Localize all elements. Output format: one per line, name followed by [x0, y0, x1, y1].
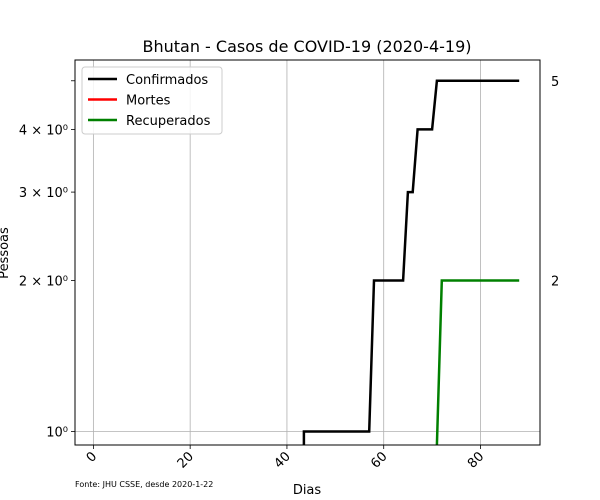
series-lines	[302, 79, 520, 446]
right-value-label: 2	[551, 274, 559, 289]
legend-label: Mortes	[126, 94, 171, 109]
series-line-0	[302, 79, 520, 445]
series-line-2	[435, 279, 520, 446]
plot-frame	[74, 59, 541, 446]
legend-label: Recuperados	[126, 114, 211, 129]
y-tick-label: 2 × 10⁰	[19, 274, 68, 289]
x-axis-label: Dias	[293, 483, 322, 498]
chart-title: Bhutan - Casos de COVID-19 (2020-4-19)	[142, 37, 471, 56]
y-axis-label: Pessoas	[0, 227, 12, 279]
right-value-label: 5	[551, 75, 559, 90]
legend-label: Confirmados	[126, 73, 208, 88]
y-tick-label: 10⁰	[46, 426, 68, 441]
y-tick-label: 3 × 10⁰	[19, 186, 68, 201]
source-footnote: Fonte: JHU CSSE, desde 2020-1-22	[75, 480, 213, 489]
legend-box	[81, 66, 223, 135]
y-tick-label: 4 × 10⁰	[19, 123, 68, 138]
legend: Confirmados Mortes Recuperados	[81, 66, 223, 135]
